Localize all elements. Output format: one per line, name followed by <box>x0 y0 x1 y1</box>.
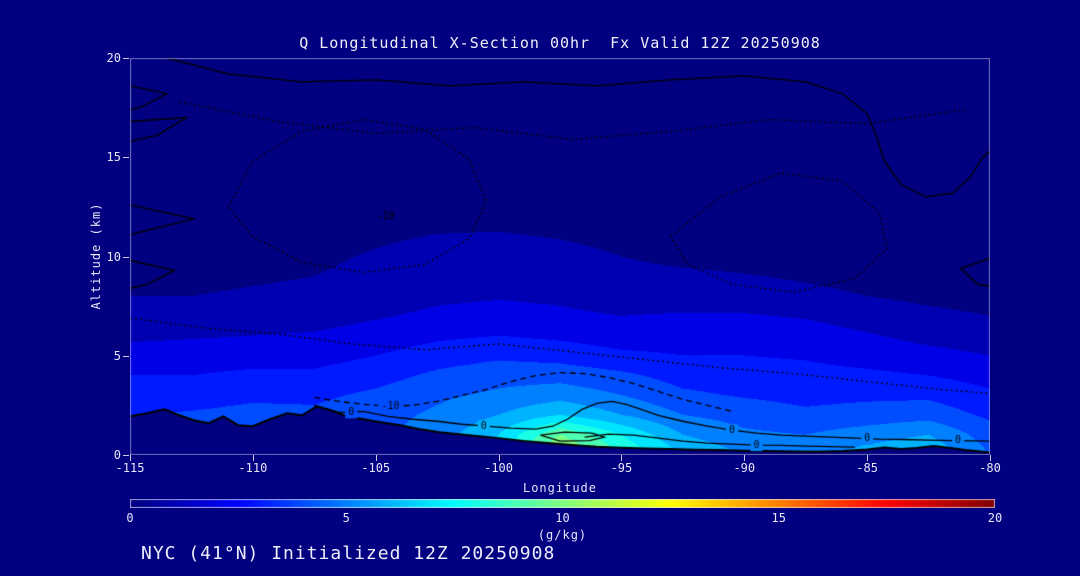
x-tick-label: -85 <box>856 461 878 475</box>
y-tick-mark <box>123 256 129 258</box>
y-tick-label: 0 <box>113 448 121 462</box>
chart-title: Q Longitudinal X-Section 00hr Fx Valid 1… <box>299 34 821 52</box>
x-axis-label: Longitude <box>522 481 598 495</box>
x-tick-mark <box>375 455 377 461</box>
x-tick-label: -100 <box>484 461 514 475</box>
colorbar-tick-label: 10 <box>555 511 570 525</box>
x-tick-label: -95 <box>610 461 633 475</box>
colorbar-tick-label: 0 <box>126 511 134 525</box>
colorbar-tick-label: 20 <box>987 511 1003 525</box>
colorbar-tick-label: 5 <box>342 511 350 525</box>
x-tick-mark <box>498 455 500 461</box>
x-tick-label: -90 <box>733 461 756 475</box>
cross-section-canvas <box>130 58 990 455</box>
y-tick-label: 15 <box>106 150 121 165</box>
x-tick-mark <box>252 455 254 461</box>
y-tick-mark <box>123 58 129 59</box>
colorbar-unit-label: (g/kg) <box>537 528 588 542</box>
y-tick-mark <box>123 157 129 159</box>
colorbar-tick-label: 15 <box>771 511 786 525</box>
y-axis-label: Altitude (km) <box>89 202 103 310</box>
x-tick-mark <box>130 455 131 461</box>
x-tick-mark <box>990 455 991 461</box>
x-tick-label: -80 <box>979 461 1001 475</box>
y-tick-label: 10 <box>106 249 121 264</box>
x-tick-mark <box>621 455 623 461</box>
y-tick-mark <box>123 355 129 357</box>
x-tick-mark <box>867 455 869 461</box>
y-tick-mark <box>123 455 129 456</box>
y-tick-label: 5 <box>113 348 121 363</box>
x-tick-mark <box>744 455 746 461</box>
x-tick-label: -110 <box>238 461 268 475</box>
x-tick-label: -105 <box>361 461 391 475</box>
x-tick-label: -115 <box>115 461 145 475</box>
colorbar-canvas <box>130 499 995 508</box>
y-tick-label: 20 <box>106 51 121 65</box>
model-init-label: NYC (41°N) Initialized 12Z 20250908 <box>141 543 556 564</box>
